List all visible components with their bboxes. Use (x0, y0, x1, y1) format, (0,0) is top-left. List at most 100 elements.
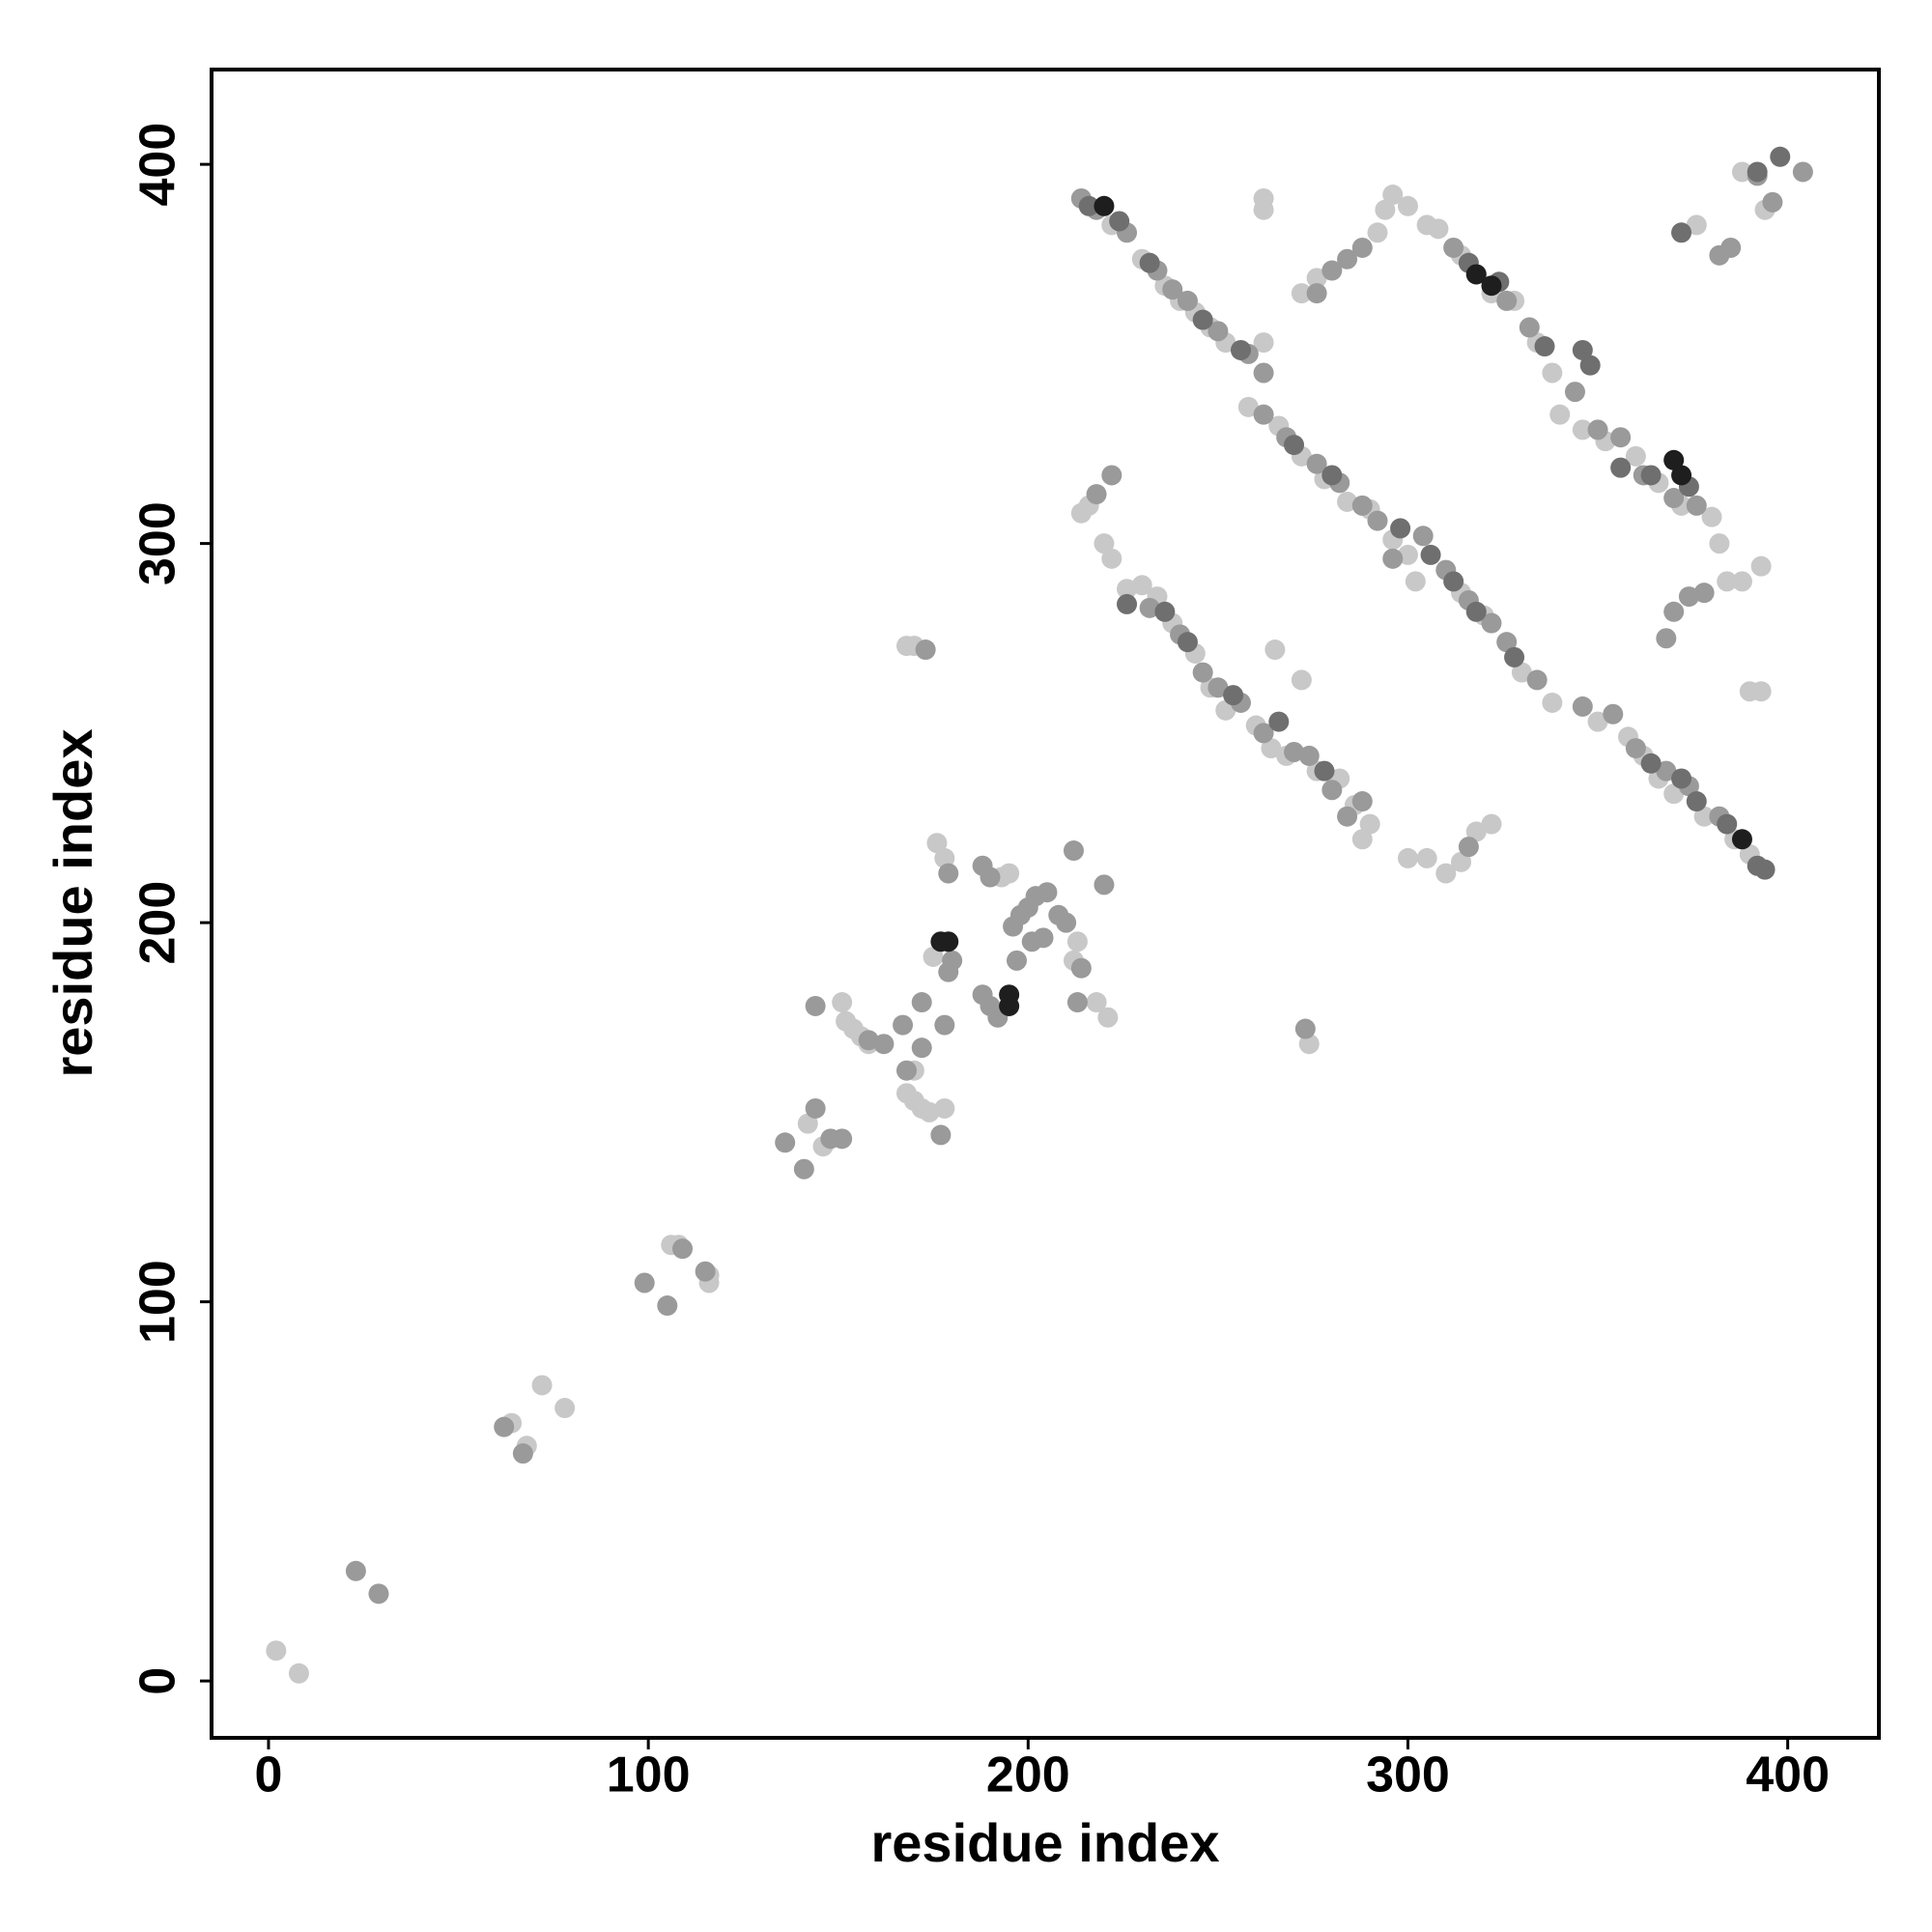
point (1731, 571, 1752, 592)
x-tick-label: 300 (1366, 1747, 1450, 1804)
point (1610, 457, 1632, 478)
point (1208, 677, 1229, 698)
y-tick-label: 400 (130, 123, 186, 207)
point (1481, 813, 1502, 835)
point (1572, 696, 1593, 717)
point (938, 863, 959, 884)
point (1154, 601, 1176, 622)
point (1284, 742, 1305, 762)
plot-frame (210, 68, 1881, 1740)
point (1496, 632, 1518, 653)
point (1671, 768, 1692, 789)
point (1750, 681, 1772, 702)
point (1109, 211, 1130, 232)
point (1078, 195, 1099, 216)
point (1037, 882, 1058, 903)
point (1284, 435, 1305, 456)
point (494, 1416, 515, 1437)
point (1298, 1034, 1320, 1055)
point (1671, 222, 1692, 243)
point (1397, 195, 1418, 216)
point (1625, 738, 1646, 759)
point (1663, 449, 1685, 470)
point (1321, 780, 1343, 801)
point (1306, 453, 1327, 474)
point (873, 1034, 895, 1055)
point (1007, 950, 1028, 971)
point (634, 1272, 655, 1293)
point (1261, 738, 1282, 759)
point (999, 863, 1020, 884)
point (1579, 355, 1601, 376)
point (934, 1014, 955, 1036)
x-tick-label: 0 (255, 1747, 283, 1804)
point (1192, 662, 1213, 683)
point (893, 1014, 914, 1036)
point (1066, 931, 1088, 952)
point (1686, 214, 1707, 236)
point (1253, 362, 1274, 384)
point (1223, 685, 1244, 706)
y-axis-label: residue index (43, 728, 103, 1077)
point (1663, 783, 1685, 805)
point (1097, 1007, 1119, 1028)
point (1610, 427, 1632, 448)
point (1162, 279, 1183, 300)
point (1056, 912, 1077, 933)
point (1663, 601, 1685, 622)
point (1268, 711, 1290, 732)
point (1564, 382, 1585, 403)
y-tick-label: 0 (130, 1667, 186, 1695)
point (911, 1037, 932, 1059)
point (1731, 161, 1752, 183)
point (1792, 161, 1813, 183)
point (1101, 465, 1122, 486)
point (1375, 199, 1396, 220)
point (1504, 646, 1525, 668)
point (1416, 214, 1437, 236)
point (1094, 195, 1115, 216)
point (345, 1560, 366, 1581)
point (1717, 571, 1738, 592)
point (793, 1158, 814, 1179)
point (1390, 518, 1411, 539)
point (1337, 248, 1358, 270)
point (1465, 821, 1487, 842)
point (1351, 829, 1373, 850)
point (1066, 992, 1088, 1013)
point (1656, 628, 1677, 649)
point (1139, 597, 1160, 618)
point (832, 1128, 853, 1150)
point (980, 867, 1001, 888)
point (1230, 339, 1251, 360)
point (1587, 419, 1608, 440)
point (911, 992, 932, 1013)
point (1253, 199, 1274, 220)
point (1587, 711, 1608, 732)
point (1656, 760, 1677, 781)
y-tick-label: 100 (130, 1260, 186, 1344)
point (1397, 847, 1418, 868)
point (1770, 146, 1791, 167)
point (915, 639, 936, 661)
point (1451, 851, 1472, 872)
point (797, 1113, 818, 1134)
point (942, 950, 963, 971)
point (805, 1097, 826, 1119)
point (1321, 465, 1343, 486)
point (934, 1097, 955, 1119)
point (1208, 321, 1229, 342)
point (266, 1640, 287, 1662)
point (1139, 252, 1160, 273)
point (1542, 692, 1563, 713)
point (1367, 510, 1388, 531)
point (1306, 268, 1327, 289)
point (1603, 703, 1624, 724)
point (1253, 404, 1274, 425)
point (1750, 555, 1772, 577)
point (1177, 632, 1198, 653)
point (930, 1124, 952, 1146)
point (775, 1132, 796, 1153)
point (1686, 495, 1707, 516)
point (1686, 791, 1707, 812)
